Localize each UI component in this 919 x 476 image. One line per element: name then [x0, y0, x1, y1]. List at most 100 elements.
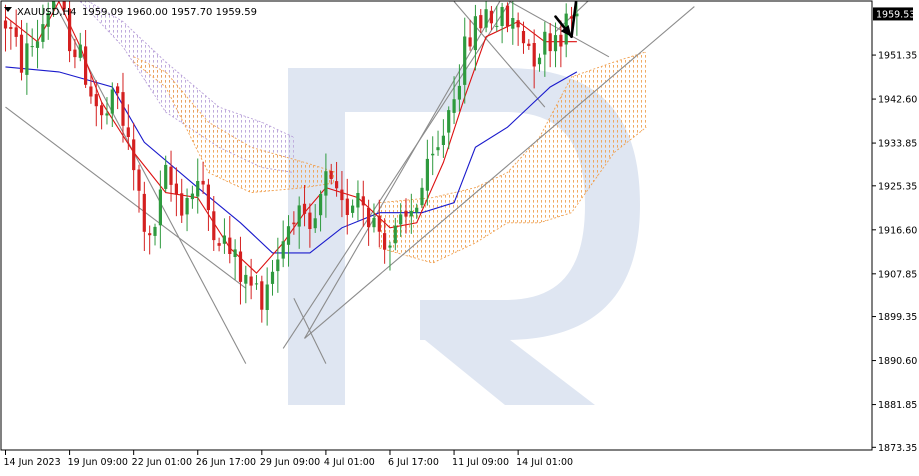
candle[interactable]: [313, 204, 317, 233]
candle[interactable]: [164, 155, 168, 192]
candle[interactable]: [3, 4, 8, 52]
candle[interactable]: [345, 178, 349, 235]
candle[interactable]: [244, 265, 248, 304]
candle[interactable]: [420, 178, 424, 209]
candle[interactable]: [415, 203, 419, 219]
candle[interactable]: [537, 53, 542, 72]
candle[interactable]: [457, 64, 461, 112]
candle[interactable]: [180, 178, 184, 223]
candle[interactable]: [409, 193, 413, 234]
candle[interactable]: [281, 220, 285, 268]
candle[interactable]: [495, 5, 499, 32]
candle[interactable]: [153, 223, 157, 246]
candle[interactable]: [228, 215, 232, 264]
candle[interactable]: [367, 199, 371, 246]
candle[interactable]: [249, 258, 253, 300]
candles-layer[interactable]: [3, 0, 579, 326]
candle[interactable]: [30, 28, 34, 57]
candle[interactable]: [222, 218, 226, 254]
candle[interactable]: [270, 260, 275, 296]
candle[interactable]: [431, 136, 435, 176]
candle[interactable]: [308, 203, 312, 248]
candle[interactable]: [276, 237, 280, 293]
candle[interactable]: [468, 19, 472, 51]
candle[interactable]: [393, 217, 397, 251]
candle[interactable]: [521, 21, 526, 54]
candle[interactable]: [302, 184, 307, 227]
candle[interactable]: [19, 20, 24, 81]
candle[interactable]: [500, 2, 504, 44]
candle[interactable]: [132, 122, 136, 191]
candle[interactable]: [543, 21, 547, 77]
candle[interactable]: [121, 72, 125, 143]
candle[interactable]: [383, 218, 387, 264]
candle[interactable]: [46, 2, 50, 40]
candle[interactable]: [105, 97, 109, 125]
candle[interactable]: [89, 75, 93, 104]
candle[interactable]: [484, 0, 488, 33]
candle[interactable]: [233, 239, 237, 280]
candle[interactable]: [52, 0, 56, 17]
candle[interactable]: [505, 2, 510, 33]
candle[interactable]: [25, 22, 29, 95]
candle[interactable]: [463, 17, 467, 104]
candle[interactable]: [372, 203, 376, 233]
candle[interactable]: [388, 241, 392, 271]
candle[interactable]: [292, 211, 296, 235]
candle[interactable]: [351, 199, 355, 218]
candle[interactable]: [217, 237, 221, 252]
candle[interactable]: [532, 29, 536, 89]
price-axis[interactable]: 1985.951977.351968.601959.531951.351942.…: [872, 0, 917, 454]
candle[interactable]: [78, 32, 82, 62]
candle[interactable]: [158, 170, 162, 249]
candle[interactable]: [185, 188, 189, 232]
candle[interactable]: [404, 198, 408, 234]
candle[interactable]: [35, 19, 40, 69]
candle[interactable]: [100, 101, 104, 130]
candle[interactable]: [452, 76, 456, 125]
candle[interactable]: [527, 39, 531, 50]
candle[interactable]: [335, 161, 339, 197]
candle[interactable]: [116, 83, 120, 110]
candle[interactable]: [356, 180, 360, 221]
candle[interactable]: [436, 130, 440, 156]
candle[interactable]: [399, 203, 403, 237]
time-axis[interactable]: 14 Jun 2023 19 Jun 09:00 22 Jun 01:00 26 Ju…: [4, 450, 574, 468]
candle[interactable]: [260, 275, 264, 323]
candle[interactable]: [41, 4, 45, 49]
candle[interactable]: [479, 9, 483, 34]
candle[interactable]: [110, 82, 114, 127]
candle[interactable]: [73, 38, 77, 69]
candle[interactable]: [511, 0, 515, 45]
candle[interactable]: [148, 225, 152, 255]
candle[interactable]: [361, 180, 365, 227]
candle[interactable]: [206, 178, 210, 231]
candle[interactable]: [559, 20, 563, 68]
candle[interactable]: [190, 185, 194, 209]
candle[interactable]: [489, 5, 493, 31]
candle[interactable]: [548, 23, 552, 68]
candle[interactable]: [340, 170, 344, 218]
candle[interactable]: [201, 161, 205, 194]
candle[interactable]: [425, 139, 429, 206]
candle[interactable]: [441, 119, 445, 158]
candle[interactable]: [575, 2, 579, 36]
candle[interactable]: [137, 164, 141, 213]
candle[interactable]: [447, 106, 451, 150]
candle[interactable]: [94, 80, 98, 127]
candle[interactable]: [68, 0, 72, 63]
candle[interactable]: [265, 267, 269, 326]
candle[interactable]: [174, 167, 178, 217]
candle[interactable]: [254, 274, 259, 290]
candle[interactable]: [126, 104, 130, 150]
candle[interactable]: [14, 9, 18, 47]
candle[interactable]: [324, 153, 328, 218]
candle[interactable]: [238, 236, 243, 305]
candle[interactable]: [84, 29, 88, 88]
candle[interactable]: [286, 215, 291, 267]
candle[interactable]: [516, 12, 520, 46]
candle[interactable]: [169, 150, 173, 202]
candle[interactable]: [297, 196, 301, 249]
candle[interactable]: [62, 0, 66, 15]
